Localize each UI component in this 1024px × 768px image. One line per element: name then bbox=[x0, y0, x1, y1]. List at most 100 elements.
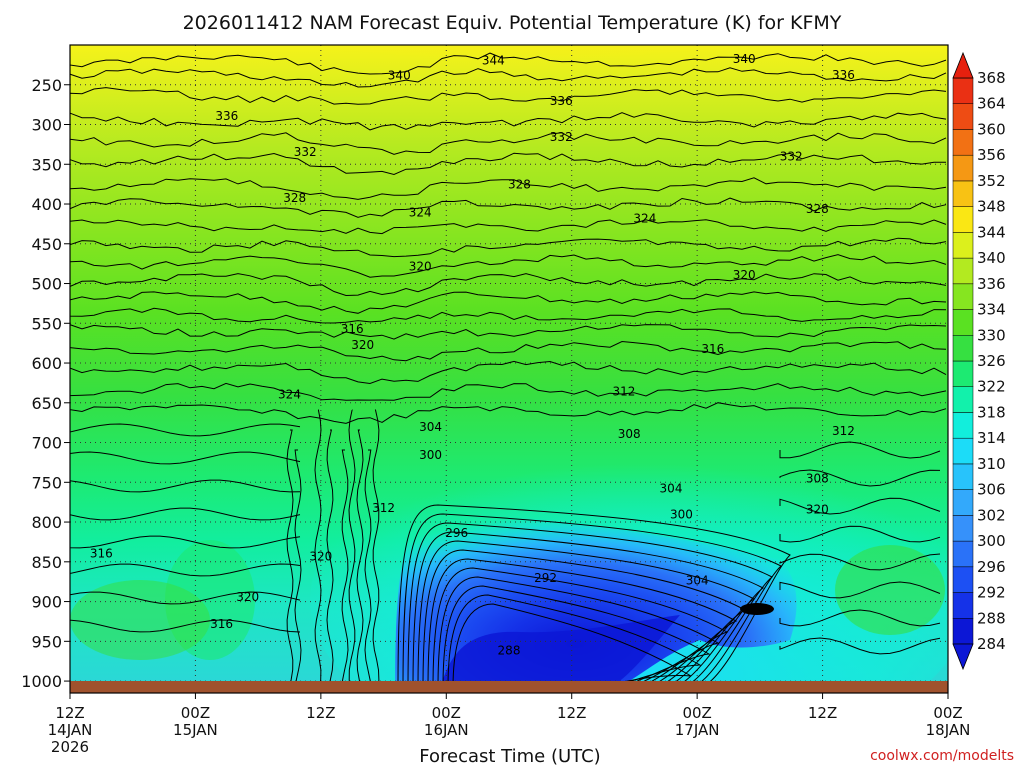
contour-line bbox=[70, 423, 301, 437]
contour-label: 328 bbox=[806, 202, 829, 216]
x-tick-label: 2026 bbox=[51, 738, 89, 756]
x-tick-label: 12Z bbox=[55, 704, 84, 722]
contour-line bbox=[70, 67, 947, 88]
contour-line bbox=[432, 567, 729, 681]
colorbar-swatch bbox=[952, 566, 974, 593]
colorbar-swatch bbox=[952, 309, 974, 336]
colorbar-swatch bbox=[952, 618, 974, 645]
contour-line bbox=[422, 549, 747, 681]
contour-label-text: 328 bbox=[283, 191, 306, 205]
contour-label-text: 324 bbox=[409, 205, 432, 219]
x-tick-label: 18JAN bbox=[926, 721, 971, 739]
y-tick-label: 600 bbox=[31, 354, 62, 373]
contour-label-text: 320 bbox=[409, 259, 432, 273]
field-green-pocket-right bbox=[835, 545, 945, 635]
contour-line bbox=[70, 479, 301, 493]
contour-label-text: 328 bbox=[806, 202, 829, 216]
contour-line bbox=[70, 402, 947, 424]
colorbar-label: 322 bbox=[977, 378, 1006, 396]
contour-label-text: 324 bbox=[633, 212, 656, 226]
contour-label: 344 bbox=[482, 53, 505, 67]
colorbar-label: 360 bbox=[977, 120, 1006, 138]
contour-line bbox=[70, 591, 301, 605]
contour-label: 308 bbox=[618, 427, 641, 441]
contour-line bbox=[70, 273, 947, 297]
colorbar-swatch bbox=[952, 257, 974, 285]
x-tick-label: 16JAN bbox=[424, 721, 469, 739]
contour-line bbox=[402, 513, 782, 681]
plot-area: 344 340 340 336 336 336 332 332 332 328 328 328 324 3… bbox=[70, 45, 948, 681]
contour-label: 324 bbox=[278, 387, 301, 401]
contour-line bbox=[437, 576, 720, 681]
contour-label-text: 304 bbox=[419, 420, 442, 434]
y-tick-label: 650 bbox=[31, 394, 62, 413]
colorbar-label: 302 bbox=[977, 506, 1006, 524]
contour-line bbox=[70, 132, 947, 155]
contour-line bbox=[779, 497, 941, 515]
x-tick-label: 00Z bbox=[181, 704, 210, 722]
contour-label-text: 332 bbox=[550, 130, 573, 144]
contour-label: 336 bbox=[832, 68, 855, 82]
contour-label-text: 296 bbox=[445, 526, 468, 540]
field-cold-core bbox=[442, 615, 680, 681]
colorbar-swatch bbox=[952, 180, 974, 207]
contour-line bbox=[70, 219, 947, 235]
contour-line bbox=[70, 535, 301, 549]
contour-label: 324 bbox=[633, 212, 656, 226]
contour-line bbox=[326, 429, 334, 681]
y-tick-label: 850 bbox=[31, 553, 62, 572]
contour-label-text: 316 bbox=[341, 322, 364, 336]
x-axis-title: Forecast Time (UTC) bbox=[419, 746, 600, 767]
contour-line bbox=[447, 594, 702, 681]
colorbar-label: 344 bbox=[977, 223, 1006, 241]
contour-label: 332 bbox=[294, 145, 317, 159]
colorbar-label: 284 bbox=[977, 635, 1006, 653]
contour-label-text: 288 bbox=[498, 643, 521, 657]
contour-line bbox=[348, 409, 356, 681]
y-tick-label: 300 bbox=[31, 116, 62, 135]
y-tick-label: 1000 bbox=[21, 672, 62, 691]
colorbar-label: 340 bbox=[977, 249, 1006, 267]
contour-line bbox=[70, 382, 947, 401]
contour-line bbox=[70, 152, 947, 176]
x-tick-label: 12Z bbox=[808, 704, 837, 722]
y-tick-label: 950 bbox=[31, 632, 62, 651]
credit-text: coolwx.com/modelts bbox=[870, 748, 1014, 764]
contour-line bbox=[70, 112, 947, 131]
contour-label-text: 312 bbox=[372, 501, 395, 515]
contour-line bbox=[341, 449, 349, 681]
colorbar-swatch bbox=[952, 540, 974, 568]
contour-line bbox=[70, 563, 301, 577]
colorbar-label: 348 bbox=[977, 198, 1006, 216]
gridlines bbox=[70, 45, 948, 681]
contour-label-text: 316 bbox=[90, 546, 113, 560]
contour-label-text: 328 bbox=[508, 178, 531, 192]
contour-label: 296 bbox=[445, 526, 468, 540]
contour-label-text: 340 bbox=[388, 69, 411, 83]
y-tick-label: 250 bbox=[31, 76, 62, 95]
contour-label-text: 324 bbox=[278, 387, 301, 401]
ground-bar bbox=[70, 681, 948, 693]
colorbar-swatch bbox=[952, 154, 974, 182]
colorbar: 284 288 292 296 300 302 306 310 314 318 322 326 330 3… bbox=[952, 51, 1006, 671]
colorbar-swatch bbox=[952, 129, 974, 156]
contour-line bbox=[356, 429, 364, 681]
x-tick-label: 12Z bbox=[557, 704, 586, 722]
colorbar-label: 336 bbox=[977, 275, 1006, 293]
contour-label-text: 332 bbox=[294, 145, 317, 159]
colorbar-label: 330 bbox=[977, 326, 1006, 344]
y-tick-label: 700 bbox=[31, 434, 62, 453]
contour-line bbox=[779, 553, 941, 571]
contour-label: 320 bbox=[236, 590, 259, 604]
contour-line bbox=[417, 540, 756, 681]
contour-label: 320 bbox=[733, 268, 756, 282]
colorbar-label: 314 bbox=[977, 429, 1006, 447]
contour-line bbox=[779, 469, 941, 487]
contour-line bbox=[779, 609, 941, 627]
contour-label: 316 bbox=[210, 617, 233, 631]
colorbar-swatch bbox=[952, 335, 974, 362]
y-tick-label: 450 bbox=[31, 235, 62, 254]
contour-line bbox=[314, 409, 322, 681]
contour-line bbox=[70, 87, 947, 105]
colorbar-top-arrow bbox=[952, 51, 974, 79]
